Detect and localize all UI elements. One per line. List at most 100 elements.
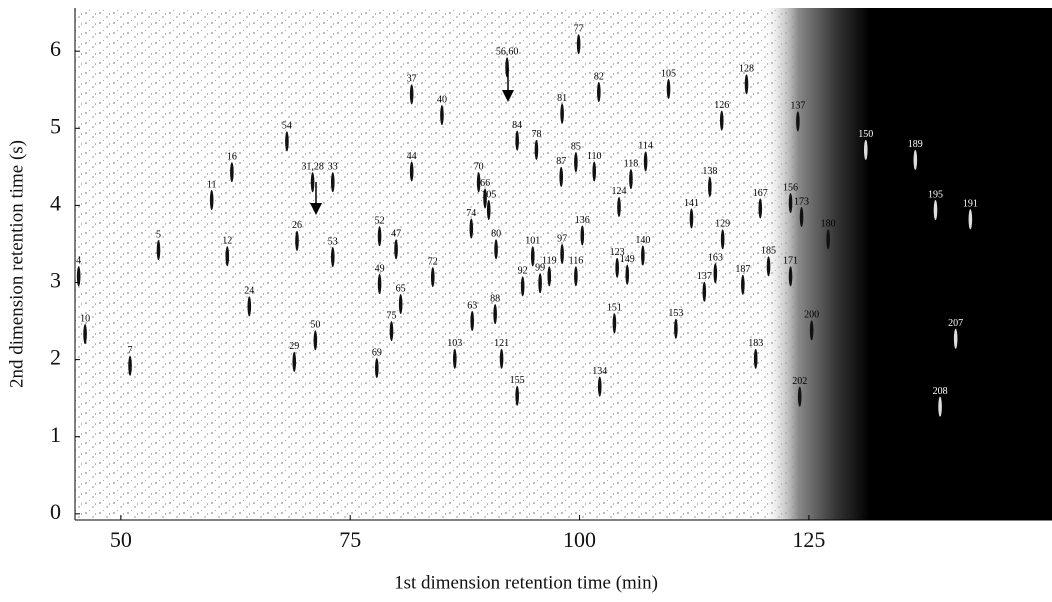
peak	[753, 348, 758, 369]
y-tick-label: 6	[50, 36, 61, 61]
peak	[470, 311, 475, 332]
peak-label: 163	[708, 253, 723, 264]
peak-label: 70	[474, 162, 484, 173]
peak-label: 4	[76, 256, 81, 267]
peak-label: 65	[396, 283, 406, 294]
peak-label: 156	[783, 182, 798, 193]
peak-label: 200	[804, 310, 819, 321]
peak-label: 69	[372, 347, 382, 358]
peak-label: 191	[963, 199, 978, 210]
peak-label: 82	[594, 71, 604, 82]
peak	[394, 239, 398, 260]
peak-label: 78	[531, 129, 541, 140]
peak	[560, 103, 564, 124]
peak-label: 123	[610, 247, 625, 258]
peak	[530, 246, 535, 267]
peak-label: 37	[407, 74, 417, 85]
peak	[494, 239, 498, 260]
peak	[938, 396, 942, 417]
peak-label: 150	[858, 129, 873, 140]
peak-label: 12	[222, 236, 232, 247]
peak	[128, 355, 132, 376]
peak	[574, 152, 578, 173]
peak	[576, 34, 581, 55]
peak	[377, 274, 382, 295]
peak	[612, 313, 617, 334]
peak	[826, 229, 830, 250]
peak-label: 180	[821, 219, 836, 230]
peak-label: 128	[739, 64, 754, 75]
peak-label: 31,28	[301, 162, 324, 173]
peak	[913, 149, 918, 170]
peak	[430, 267, 435, 288]
y-tick-label: 0	[50, 499, 61, 524]
peak	[641, 245, 645, 266]
peak	[452, 348, 457, 369]
y-tick-label: 3	[50, 268, 61, 293]
peak-label: 167	[753, 188, 768, 199]
peak	[156, 240, 161, 261]
peak-label: 7	[128, 345, 133, 356]
peak-label: 44	[407, 151, 417, 162]
peak	[515, 385, 519, 406]
peak	[476, 172, 481, 193]
peak	[389, 321, 394, 342]
peak	[713, 263, 718, 284]
peak	[617, 196, 621, 217]
peak-label: 126	[714, 100, 729, 111]
peak	[560, 243, 564, 264]
peak-label: 66	[480, 178, 490, 189]
peak-label: 118	[624, 158, 639, 169]
peak	[933, 200, 938, 221]
peak-label: 97	[557, 233, 567, 244]
x-tick-label: 50	[110, 527, 132, 552]
peak-label: 72	[428, 256, 438, 267]
peak	[493, 304, 497, 325]
peak	[295, 230, 299, 251]
peak-label: 54	[282, 121, 292, 132]
peak-label: 80	[491, 229, 501, 240]
peak-label: 87	[556, 156, 566, 167]
peak-label: 187	[735, 264, 750, 275]
peak-label: 16	[227, 152, 237, 163]
peak-label: 140	[635, 235, 650, 246]
peak	[702, 281, 707, 302]
peak-label: 40	[437, 94, 447, 105]
peak	[409, 161, 414, 182]
peak	[209, 190, 214, 210]
peak	[330, 247, 335, 268]
peak-label: 185	[761, 246, 776, 257]
peak	[225, 246, 230, 267]
peak-label: 29	[289, 341, 299, 352]
peak-label: 137	[697, 271, 712, 282]
peak	[953, 328, 958, 349]
peak	[440, 105, 444, 126]
peak	[766, 256, 771, 277]
peak-label: 149	[620, 254, 635, 265]
peak	[310, 172, 315, 193]
peak	[592, 161, 597, 182]
peak-label: 50	[310, 320, 320, 331]
peak	[375, 358, 379, 379]
peak	[330, 172, 335, 193]
peak-label: 136	[575, 215, 590, 226]
peak-label: 74	[466, 208, 476, 219]
peak	[580, 225, 585, 246]
y-tick-label: 2	[50, 345, 61, 370]
peak	[247, 296, 252, 317]
peak	[788, 266, 793, 287]
peak-label: 155	[510, 375, 525, 386]
peak-label: 77	[574, 24, 584, 35]
peak	[398, 294, 403, 315]
peak	[515, 130, 519, 151]
x-tick-label: 100	[563, 527, 596, 552]
peak-label: 92	[518, 266, 528, 277]
peak	[230, 162, 234, 183]
peak	[788, 193, 793, 214]
peak	[719, 110, 724, 131]
peak	[313, 330, 318, 351]
peak	[625, 264, 630, 285]
peak-label: 208	[933, 386, 948, 397]
peak	[559, 166, 564, 187]
